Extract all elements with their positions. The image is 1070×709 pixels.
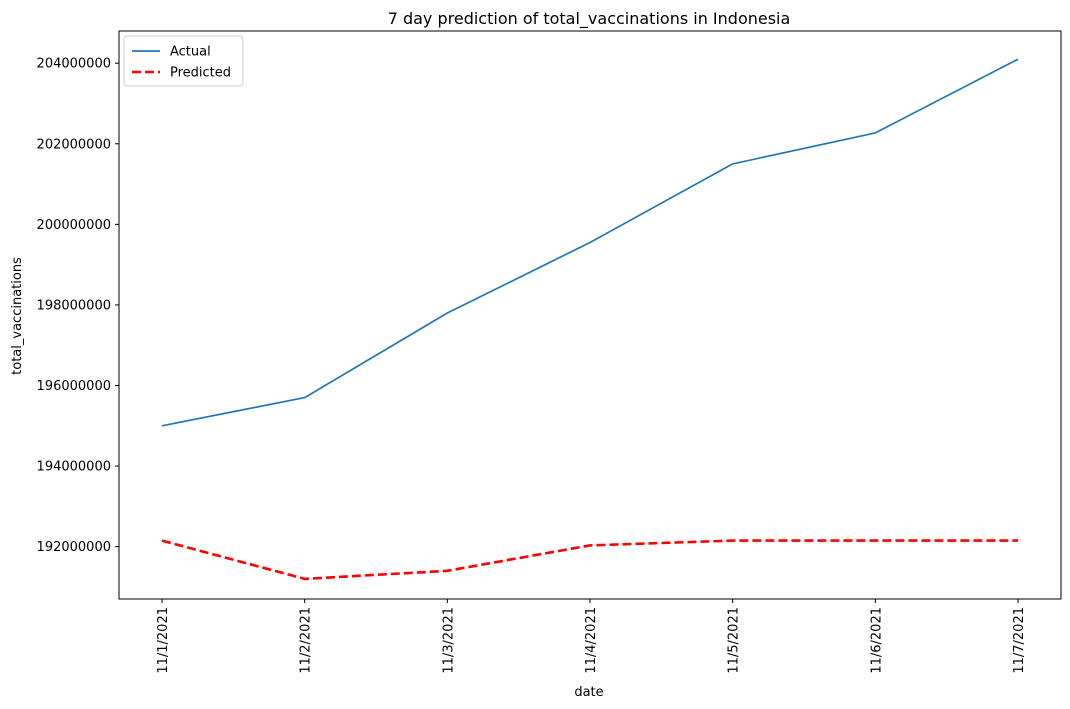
x-tick-label: 11/2/2021 — [299, 607, 314, 674]
y-axis-label: total_vaccinations — [10, 257, 25, 375]
x-tick-label: 11/5/2021 — [727, 607, 742, 674]
x-tick-label: 11/1/2021 — [156, 607, 171, 674]
y-tick-label: 196000000 — [37, 379, 111, 394]
y-tick-label: 202000000 — [37, 137, 111, 152]
y-tick-label: 194000000 — [37, 460, 111, 475]
series-line-predicted — [161, 539, 1018, 581]
y-tick-label: 198000000 — [37, 298, 111, 313]
legend: Actual Predicted — [123, 35, 244, 87]
x-tick-label: 11/3/2021 — [441, 607, 456, 674]
x-tick-label: 11/4/2021 — [584, 607, 599, 674]
y-tick-label: 192000000 — [37, 540, 111, 555]
legend-label-predicted: Predicted — [170, 66, 231, 81]
legend-box — [123, 35, 244, 87]
series-line-actual — [161, 58, 1019, 427]
x-axis-label: date — [574, 685, 603, 700]
y-tick-label: 200000000 — [37, 218, 111, 233]
x-tick-label: 11/7/2021 — [1012, 607, 1027, 674]
chart-title: 7 day prediction of total_vaccinations i… — [388, 9, 791, 29]
x-tick-label: 11/6/2021 — [869, 607, 884, 674]
y-tick-label: 204000000 — [37, 57, 111, 72]
legend-label-actual: Actual — [170, 45, 211, 60]
plot-area: 192000000 194000000 196000000 198000000 2000… — [37, 30, 1062, 674]
